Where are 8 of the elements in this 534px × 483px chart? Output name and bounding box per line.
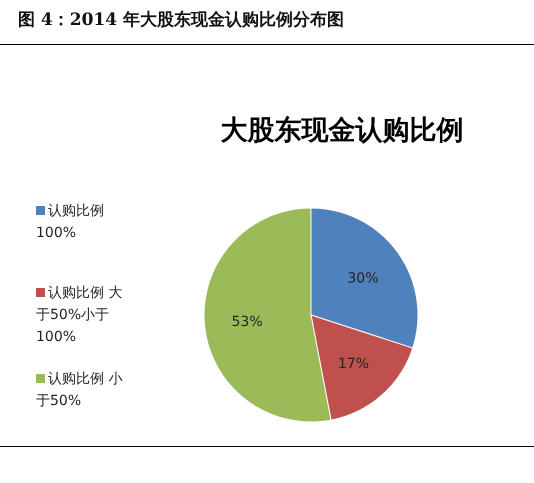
data-label: 53% xyxy=(232,314,263,330)
chart-subtitle: 大股东现金认购比例 xyxy=(220,114,464,148)
legend-label: 认购比例 大于50%小于100% xyxy=(36,284,124,347)
data-label: 30% xyxy=(347,270,378,286)
legend-label: 认购比例100% xyxy=(36,202,105,243)
legend-label: 认购比例 小于50% xyxy=(36,370,124,411)
chart-title: 图 4：2014 年大股东现金认购比例分布图 xyxy=(18,9,344,31)
data-label: 17% xyxy=(338,356,370,372)
